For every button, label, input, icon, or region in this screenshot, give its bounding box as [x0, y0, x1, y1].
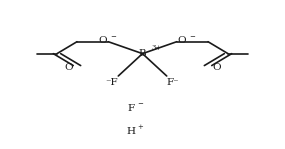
- Text: B: B: [139, 49, 146, 58]
- Text: 3+: 3+: [151, 44, 161, 52]
- Text: F⁻: F⁻: [167, 78, 179, 87]
- Text: O: O: [64, 63, 73, 72]
- Text: −: −: [110, 32, 116, 41]
- Text: F: F: [128, 104, 135, 113]
- Text: H: H: [127, 127, 136, 136]
- Text: O: O: [99, 37, 107, 45]
- Text: −: −: [189, 32, 195, 41]
- Text: O: O: [178, 37, 186, 45]
- Text: −: −: [137, 100, 143, 108]
- Text: +: +: [137, 123, 143, 131]
- Text: O: O: [212, 63, 221, 72]
- Text: ⁻F: ⁻F: [106, 78, 118, 87]
